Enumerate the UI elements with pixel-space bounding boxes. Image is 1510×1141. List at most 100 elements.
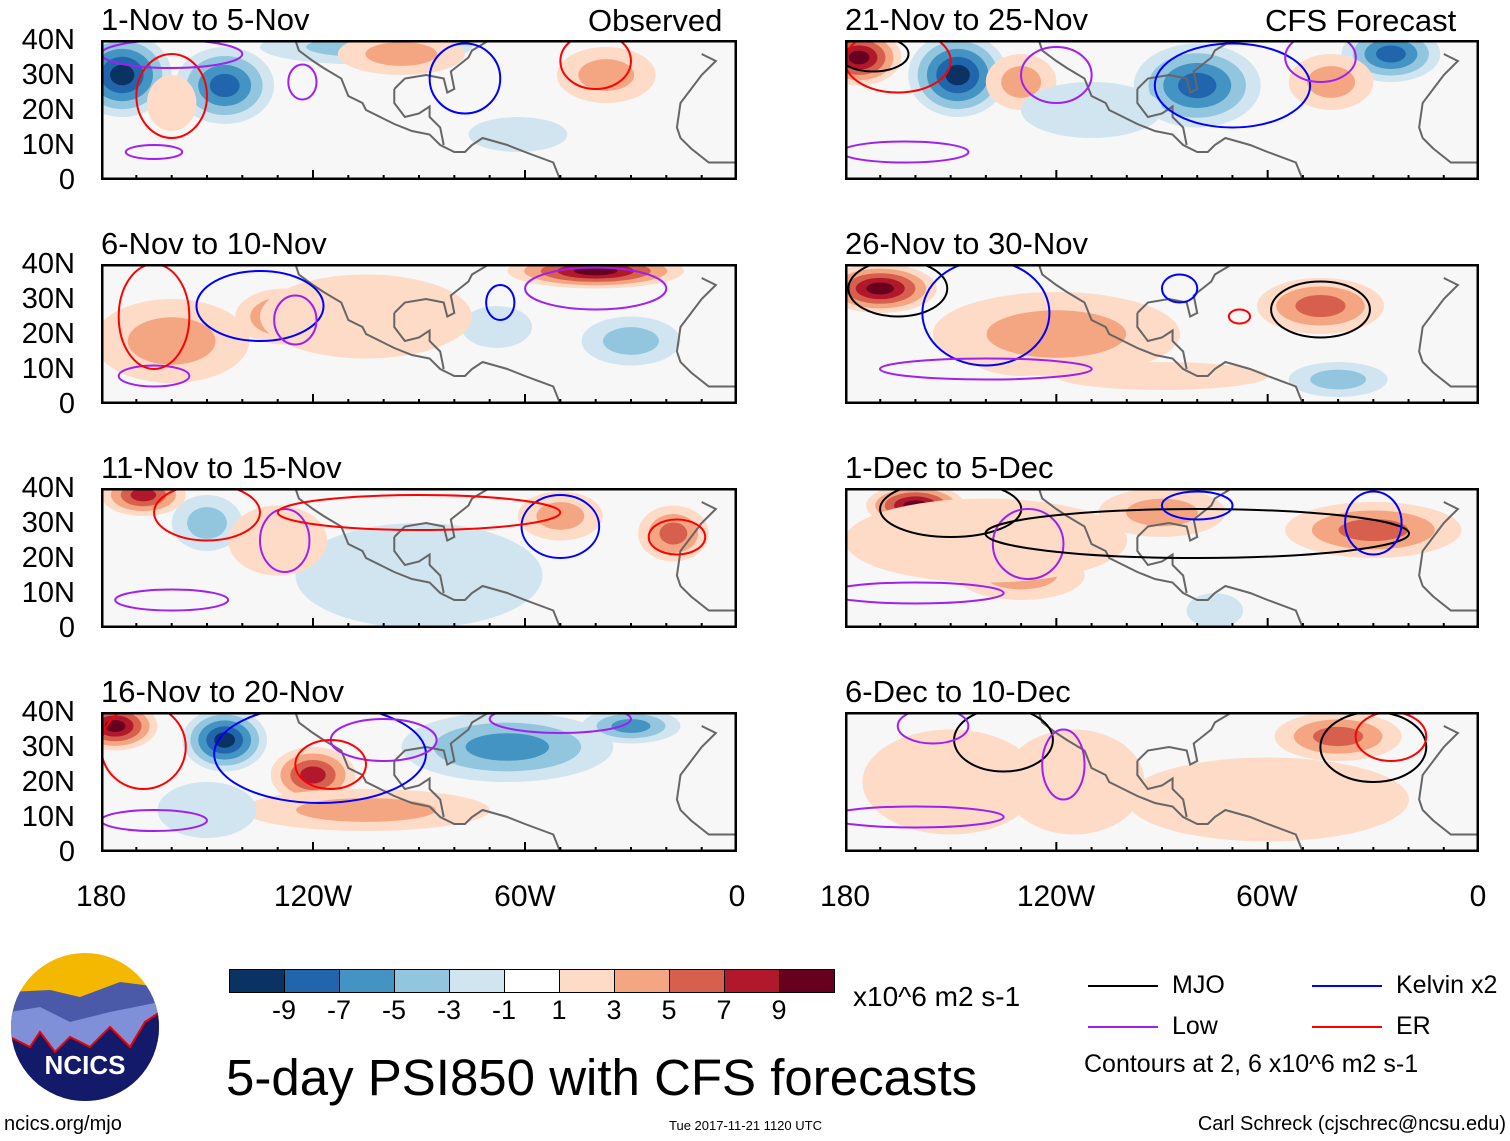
lat-tick: 20N	[21, 94, 75, 126]
er-contour	[294, 739, 367, 790]
anomaly-shading	[214, 732, 236, 748]
colorbar-swatch	[780, 970, 834, 992]
ncics-logo: NCICS	[11, 953, 159, 1101]
anomaly-shading	[209, 73, 240, 98]
colorbar-swatch	[505, 970, 560, 992]
colorbar-tick: -7	[326, 995, 351, 1025]
footer-url[interactable]: ncics.org/mjo	[4, 1113, 122, 1135]
coastline	[1418, 725, 1479, 836]
anomaly-shading	[187, 507, 227, 539]
coastline	[1037, 264, 1304, 404]
legend-er: ER	[1312, 1012, 1431, 1041]
er-contour	[117, 264, 191, 370]
er-contour	[135, 53, 208, 139]
panel-title: 21-Nov to 25-Nov	[845, 2, 1088, 37]
kelvin-contour	[213, 712, 427, 804]
low-contour	[1041, 728, 1086, 801]
legend-low: Low	[1088, 1012, 1218, 1041]
coastline	[393, 712, 491, 766]
colorbar-swatch	[230, 970, 285, 992]
low-contour	[287, 63, 318, 101]
coastline	[1418, 277, 1479, 388]
colorbar-tick: -9	[271, 995, 296, 1025]
lat-tick: 40N	[21, 472, 75, 504]
low-contour	[488, 712, 632, 734]
er-contour	[276, 494, 562, 531]
anomaly-shading	[659, 522, 688, 545]
mjo-contour	[1319, 712, 1428, 783]
low-contour	[273, 294, 318, 346]
lon-tick: 120W	[1016, 880, 1096, 913]
anomaly-shading	[365, 42, 438, 66]
map-panel	[101, 488, 737, 628]
anomaly-shading	[611, 719, 651, 733]
panel-title: 1-Dec to 5-Dec	[845, 450, 1054, 485]
coastline	[393, 488, 491, 542]
anomaly-shading	[228, 505, 328, 576]
low-contour	[117, 364, 191, 388]
anomaly-shading	[603, 327, 659, 355]
lat-tick: 30N	[21, 731, 75, 763]
map-panel	[845, 488, 1479, 628]
low-contour	[878, 357, 1093, 381]
anomaly-shading	[1020, 82, 1163, 138]
lat-tick: 0	[58, 836, 75, 868]
coastline	[393, 89, 445, 146]
kelvin-contour	[428, 42, 502, 115]
colorbar-units: x10^6 m2 s-1	[853, 981, 1021, 1012]
kelvin-contour	[520, 494, 601, 559]
colorbar-swatch	[615, 970, 670, 992]
coastline	[675, 725, 737, 836]
coastline	[1136, 488, 1233, 542]
anomaly-shading	[104, 719, 126, 733]
coastline	[675, 53, 737, 164]
panel-title: 6-Dec to 10-Dec	[845, 674, 1071, 709]
anomaly-shading	[574, 266, 618, 276]
kelvin-contour	[485, 284, 516, 321]
lon-tick: 60W	[1236, 880, 1298, 913]
lat-tick: 20N	[21, 318, 75, 350]
mjo-contour	[845, 40, 910, 73]
lon-tick: 180	[75, 880, 127, 913]
low-contour	[845, 140, 970, 164]
coastline	[393, 264, 491, 318]
colorbar-swatch	[340, 970, 395, 992]
colorbar-tick: 1	[551, 995, 567, 1025]
observed-label: Observed	[588, 3, 723, 38]
low-contour	[1020, 46, 1093, 104]
mjo-contour	[847, 264, 949, 318]
legend-kelvin: Kelvin x2	[1312, 971, 1497, 1000]
map-panel	[101, 264, 737, 404]
coastline	[294, 712, 562, 852]
lat-tick: 20N	[21, 766, 75, 798]
coastline	[1136, 761, 1188, 818]
anomaly-shading	[295, 523, 543, 628]
anomaly-shading	[1307, 66, 1356, 98]
colorbar-tick: 5	[661, 995, 677, 1025]
lat-tick: 0	[58, 612, 75, 644]
colorbar-tick: -3	[436, 995, 461, 1025]
coastline	[294, 488, 562, 628]
lon-tick: 60W	[494, 880, 556, 913]
anomaly-shading	[1376, 45, 1406, 63]
coastline	[294, 40, 562, 180]
anomaly-shading	[296, 798, 436, 822]
anomaly-shading	[1126, 757, 1409, 842]
lat-tick: 40N	[21, 696, 75, 728]
kelvin-contour	[1153, 42, 1312, 129]
low-contour	[114, 588, 230, 612]
coastline	[1037, 712, 1304, 852]
anomaly-shading	[1186, 593, 1244, 628]
panel-title: 26-Nov to 30-Nov	[845, 226, 1088, 261]
lat-tick: 10N	[21, 129, 75, 161]
forecast-label: CFS Forecast	[1265, 3, 1457, 38]
colorbar-tick: 3	[606, 995, 622, 1025]
lat-tick: 30N	[21, 507, 75, 539]
anomaly-shading	[848, 50, 870, 65]
coastline	[1037, 488, 1304, 628]
anomaly-shading	[1003, 729, 1145, 835]
coastline	[393, 313, 445, 370]
anomaly-shading	[1310, 369, 1367, 390]
anomaly-shading	[110, 64, 135, 86]
low-contour	[896, 712, 970, 745]
